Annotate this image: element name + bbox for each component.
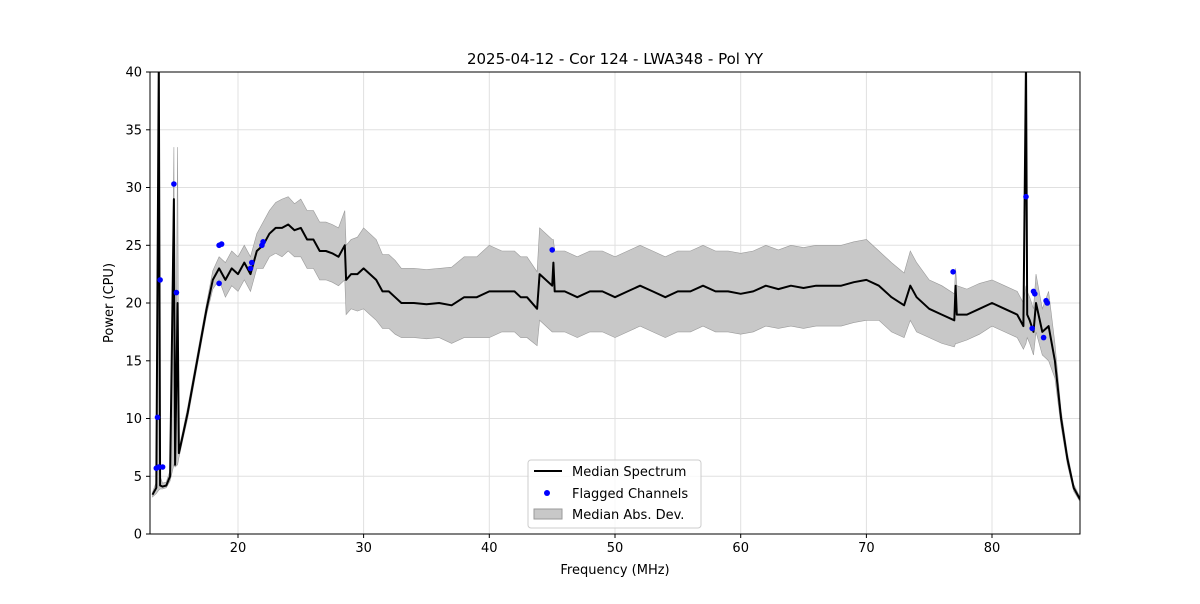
flagged-channel-point xyxy=(1032,291,1038,297)
flagged-channel-point xyxy=(260,239,266,245)
y-axis-ticks: 0 5 10 15 20 25 30 35 40 xyxy=(125,66,150,543)
flagged-channel-point xyxy=(249,259,255,266)
x-tick-label: 20 xyxy=(230,541,247,556)
x-tick-label: 70 xyxy=(858,541,875,556)
y-tick-label: 40 xyxy=(125,66,142,81)
x-axis-ticks: 20 30 40 50 60 70 80 xyxy=(230,534,1001,556)
legend-mad-label: Median Abs. Dev. xyxy=(572,508,684,523)
plot-area xyxy=(151,72,1080,503)
y-tick-label: 10 xyxy=(125,412,142,427)
flagged-channel-point xyxy=(154,414,161,421)
flagged-channel-point xyxy=(173,289,180,296)
legend-median-label: Median Spectrum xyxy=(572,465,686,480)
y-axis-label: Power (CPU) xyxy=(102,263,117,343)
flagged-channel-point xyxy=(1023,193,1029,200)
y-tick-label: 0 xyxy=(134,528,142,543)
chart-title: 2025-04-12 - Cor 124 - LWA348 - Pol YY xyxy=(467,50,764,68)
flagged-channel-point xyxy=(549,247,555,253)
x-tick-label: 50 xyxy=(607,541,624,556)
y-tick-label: 5 xyxy=(134,470,142,485)
mad-band xyxy=(152,147,1080,503)
flagged-channel-point xyxy=(157,277,163,283)
x-tick-label: 30 xyxy=(355,541,372,556)
x-tick-label: 60 xyxy=(732,541,749,556)
x-tick-label: 40 xyxy=(481,541,498,556)
y-tick-label: 15 xyxy=(125,354,142,369)
y-tick-label: 35 xyxy=(125,123,142,138)
flagged-channel-point xyxy=(171,181,177,187)
median-spectrum-line xyxy=(151,72,1080,500)
flagged-channel-point xyxy=(950,269,956,275)
legend-mad-swatch xyxy=(533,508,563,520)
x-axis-label: Frequency (MHz) xyxy=(560,563,669,578)
legend-flagged-label: Flagged Channels xyxy=(572,487,688,502)
x-tick-label: 80 xyxy=(984,541,1001,556)
flagged-channel-point xyxy=(1040,334,1047,341)
flagged-channel-point xyxy=(159,464,166,470)
flagged-channel-point xyxy=(1029,325,1035,332)
y-tick-label: 25 xyxy=(125,239,142,254)
y-tick-label: 20 xyxy=(125,297,142,312)
legend-flagged-swatch xyxy=(544,490,550,496)
flagged-channels xyxy=(153,181,1051,472)
flagged-channel-point xyxy=(216,280,222,287)
y-tick-label: 30 xyxy=(125,181,142,196)
flagged-channel-point xyxy=(218,241,225,247)
legend: Median Spectrum Flagged Channels Median … xyxy=(527,459,702,529)
flagged-channel-point xyxy=(247,265,254,272)
flagged-channel-point xyxy=(1044,300,1051,306)
legend-box xyxy=(527,459,702,529)
